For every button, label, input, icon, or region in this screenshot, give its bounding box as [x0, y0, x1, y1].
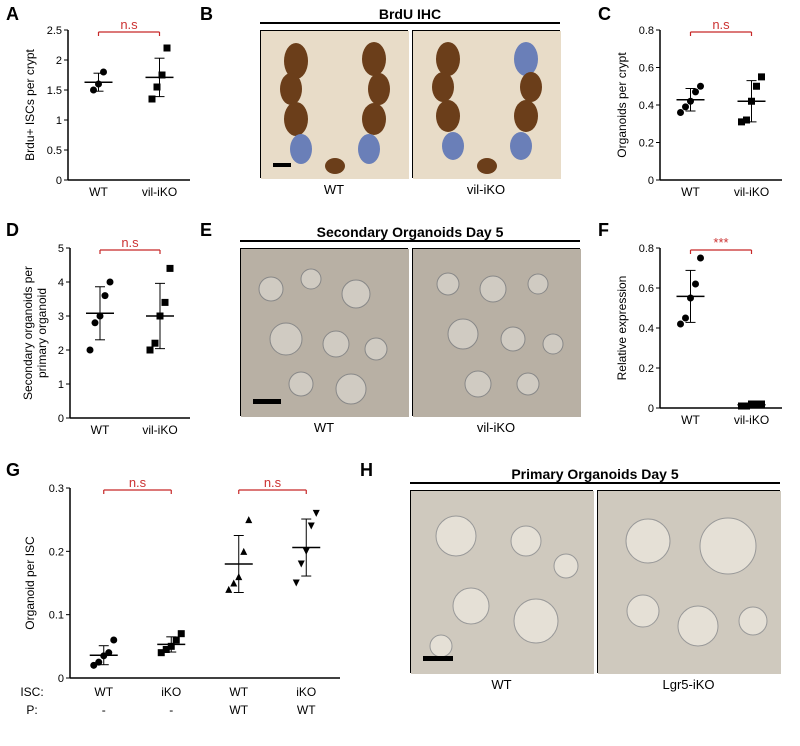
panel-e-caption-viliko: vil-iKO	[412, 420, 580, 435]
panel-e-title-rule	[240, 240, 580, 242]
svg-text:vil-iKO: vil-iKO	[734, 185, 769, 199]
svg-text:WT: WT	[91, 423, 110, 437]
svg-text:1.5: 1.5	[47, 85, 62, 97]
svg-text:WT: WT	[681, 185, 700, 199]
svg-text:n.s: n.s	[264, 475, 282, 490]
svg-text:2: 2	[56, 55, 62, 67]
svg-text:0.4: 0.4	[639, 100, 654, 112]
svg-text:vil-iKO: vil-iKO	[142, 423, 177, 437]
svg-text:WT: WT	[229, 685, 248, 699]
svg-text:2.5: 2.5	[47, 25, 62, 37]
svg-text:primary organoid: primary organoid	[35, 288, 49, 378]
organoid-pri-lgr5iko	[598, 491, 781, 674]
panel-f-label: F	[598, 220, 609, 241]
panel-e-image-viliko	[412, 248, 580, 416]
panel-b-title: BrdU IHC	[260, 6, 560, 22]
panel-b-caption-viliko: vil-iKO	[412, 182, 560, 197]
svg-text:-: -	[102, 703, 106, 717]
svg-text:1: 1	[56, 115, 62, 127]
svg-text:ISC:: ISC:	[20, 685, 43, 699]
svg-text:5: 5	[58, 243, 64, 255]
panel-g-chart: 0 0.1 0.2 0.3 Organoid per ISC n.s n.s ISC: P: WT…	[20, 468, 350, 738]
panel-h-title: Primary Organoids Day 5	[410, 466, 780, 482]
svg-text:0: 0	[648, 403, 654, 415]
svg-text:0.8: 0.8	[639, 25, 654, 37]
panel-h-caption-wt: WT	[410, 677, 593, 692]
svg-text:P:: P:	[26, 703, 37, 717]
svg-text:2: 2	[58, 345, 64, 357]
brdu-ihc-viliko	[413, 31, 561, 179]
svg-text:0: 0	[56, 175, 62, 187]
svg-text:WT: WT	[229, 703, 248, 717]
svg-text:0.6: 0.6	[639, 283, 654, 295]
svg-text:0.2: 0.2	[639, 138, 654, 150]
svg-text:iKO: iKO	[161, 685, 181, 699]
svg-text:Relative expression: Relative expression	[615, 276, 629, 381]
panel-b-label: B	[200, 4, 213, 25]
svg-text:vil-iKO: vil-iKO	[142, 185, 177, 199]
svg-text:iKO: iKO	[296, 685, 316, 699]
svg-text:0.5: 0.5	[47, 145, 62, 157]
svg-text:1: 1	[58, 379, 64, 391]
svg-text:WT: WT	[94, 685, 113, 699]
svg-text:WT: WT	[297, 703, 316, 717]
panel-c-label: C	[598, 4, 611, 25]
panel-e-caption-wt: WT	[240, 420, 408, 435]
panel-h-caption-lgr5iko: Lgr5-iKO	[597, 677, 780, 692]
panel-e-image-wt	[240, 248, 408, 416]
panel-b-image-wt	[260, 30, 408, 178]
panel-b-title-rule	[260, 22, 560, 24]
svg-text:0.3: 0.3	[49, 483, 64, 495]
svg-text:0.6: 0.6	[639, 63, 654, 75]
svg-text:0: 0	[58, 413, 64, 425]
organoid-sec-wt	[241, 249, 409, 417]
panel-b-caption-wt: WT	[260, 182, 408, 197]
svg-text:n.s: n.s	[712, 17, 730, 32]
svg-text:Organoids per crypt: Organoids per crypt	[615, 52, 629, 158]
panel-c-chart: 0 0.2 0.4 0.6 0.8 Organoids per crypt WT vil-iK…	[612, 10, 792, 210]
svg-text:-: -	[169, 703, 173, 717]
svg-text:Secondary organoids per: Secondary organoids per	[21, 266, 35, 400]
svg-text:4: 4	[58, 277, 64, 289]
panel-a-label: A	[6, 4, 19, 25]
svg-text:n.s: n.s	[121, 235, 139, 250]
svg-text:0.2: 0.2	[639, 363, 654, 375]
panel-g-label: G	[6, 460, 20, 481]
svg-text:0.1: 0.1	[49, 610, 64, 622]
svg-text:0: 0	[648, 175, 654, 187]
svg-text:0.8: 0.8	[639, 243, 654, 255]
panel-h-image-lgr5iko	[597, 490, 780, 673]
panel-e-title: Secondary Organoids Day 5	[240, 224, 580, 240]
svg-text:0.2: 0.2	[49, 546, 64, 558]
organoid-pri-wt	[411, 491, 594, 674]
panel-f-chart: 0 0.2 0.4 0.6 0.8 Relative expression WT vil-iK…	[612, 228, 792, 438]
svg-text:***: ***	[713, 235, 728, 250]
svg-text:vil-iKO: vil-iKO	[734, 413, 769, 427]
brdu-ihc-wt	[261, 31, 409, 179]
panel-b-image-viliko	[412, 30, 560, 178]
panel-a-chart: 0 0.5 1 1.5 2 2.5 Brdu+ ISCs per crypt WT vil-iK…	[20, 10, 200, 210]
organoid-sec-viliko	[413, 249, 581, 417]
svg-text:0: 0	[58, 673, 64, 685]
svg-text:Organoid per ISC: Organoid per ISC	[23, 536, 37, 630]
panel-d-label: D	[6, 220, 19, 241]
svg-text:Brdu+ ISCs per crypt: Brdu+ ISCs per crypt	[23, 48, 37, 160]
panel-h-label: H	[360, 460, 373, 481]
svg-text:WT: WT	[89, 185, 108, 199]
svg-text:WT: WT	[681, 413, 700, 427]
panel-h-title-rule	[410, 482, 780, 484]
panel-h-image-wt	[410, 490, 593, 673]
svg-text:0.4: 0.4	[639, 323, 654, 335]
svg-text:n.s: n.s	[120, 17, 138, 32]
panel-d-chart: 0 1 2 3 4 5 Secondary organoids perprimary org…	[20, 228, 200, 448]
panel-e-label: E	[200, 220, 212, 241]
svg-text:3: 3	[58, 311, 64, 323]
svg-text:n.s: n.s	[129, 475, 147, 490]
